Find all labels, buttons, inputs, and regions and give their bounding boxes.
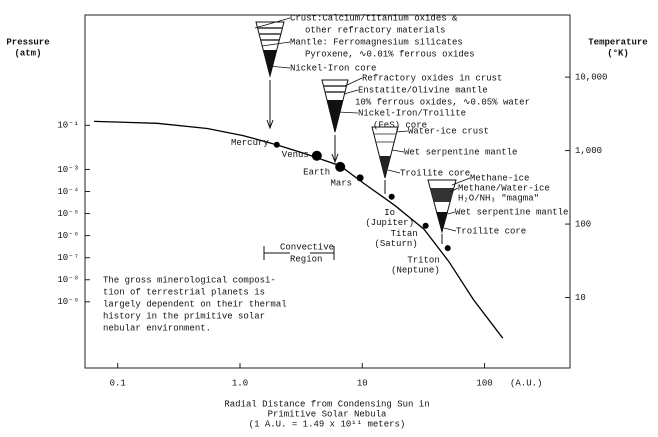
planet-point (273, 141, 280, 148)
annotation: largely dependent on their thermal (103, 299, 287, 309)
annotation: Mantle: Ferromagnesium silicates (290, 37, 463, 47)
planet-label: Titan (391, 229, 418, 239)
x-tick-label: 1.0 (232, 378, 248, 388)
y-axis-label: Pressure (6, 37, 49, 47)
y2-tick-label: 10 (575, 293, 586, 303)
planet-point (356, 174, 364, 182)
annotation: other refractory materials (305, 25, 445, 35)
annotation: history in the primitive solar (103, 311, 265, 321)
annotation: nebular environment. (103, 323, 211, 333)
annotation: Nickel-Iron core (290, 63, 376, 73)
x-tick-label: 100 (476, 378, 492, 388)
annotation: Troilite core (456, 226, 526, 236)
y2-tick-label: 100 (575, 219, 591, 229)
y2-tick-label: 10,000 (575, 72, 607, 82)
annotation: Refractory oxides in crust (362, 73, 502, 83)
planet-label: Mars (330, 178, 352, 188)
annotation: Methane/Water-ice (458, 183, 550, 193)
annotation: Region (290, 254, 322, 264)
annotation: Crust:Calcium/titanium oxides & (290, 13, 458, 23)
planet-point (335, 161, 346, 172)
planet-point (422, 222, 429, 229)
y2-axis-label: (°K) (607, 48, 629, 58)
annotation: Wet serpentine mantle (455, 207, 568, 217)
annotation: Methane-ice (470, 173, 529, 183)
planet-label: Venus (282, 150, 309, 160)
planet-point (311, 150, 322, 161)
planet-label: Triton (407, 256, 439, 266)
annotation: (FeS) core (373, 120, 427, 130)
annotation: The gross minerological composi- (103, 275, 276, 285)
annotation: Wet serpentine mantle (404, 147, 517, 157)
planet-point (444, 245, 451, 252)
planet-cross-sections (254, 17, 471, 260)
annotation: tion of terrestrial planets is (103, 287, 265, 297)
x-axis-label: Primitive Solar Nebula (268, 409, 387, 419)
planet-point (388, 193, 395, 200)
y-tick-label: 10⁻⁵ (57, 209, 79, 219)
annotation: Convective (280, 242, 334, 252)
x-unit: (A.U.) (510, 378, 542, 388)
x-axis-label: Radial Distance from Condensing Sun in (224, 399, 429, 409)
annotation: H₂O/NH₃ "magma" (458, 193, 539, 203)
y-tick-label: 10⁻⁶ (57, 231, 79, 241)
annotation: 10% ferrous oxides, ∿0.05% water (355, 97, 530, 107)
annotation: Troilite core (400, 168, 470, 178)
y2-tick-label: 1,000 (575, 146, 602, 156)
planet-label: (Saturn) (374, 239, 417, 249)
x-tick-label: 10 (357, 378, 368, 388)
annotation: Pyroxene, ∿0.01% ferrous oxides (305, 49, 475, 59)
y-tick-label: 10⁻⁸ (57, 275, 79, 285)
annotation: Water-ice crust (408, 126, 489, 136)
y-tick-label: 10⁻³ (57, 165, 79, 175)
y-tick-label: 10⁻⁴ (57, 186, 79, 197)
y2-axis-label: Temperature (588, 37, 647, 47)
y-tick-label: 10⁻¹ (57, 121, 79, 131)
planet-label: (Jupiter) (365, 218, 414, 228)
planet-label: (Neptune) (391, 266, 440, 276)
x-axis-label: (1 A.U. = 1.49 x 10¹¹ meters) (249, 419, 406, 429)
annotation: Enstatite/Olivine mantle (358, 85, 488, 95)
planet-label: Io (384, 208, 395, 218)
x-tick-label: 0.1 (110, 378, 126, 388)
y-tick-label: 10⁻⁷ (57, 253, 79, 263)
planet-label: Mercury (231, 138, 269, 148)
y-tick-label: 10⁻⁹ (57, 297, 79, 307)
planet-label: Earth (303, 167, 330, 177)
y-axis-label: (atm) (14, 48, 41, 58)
annotation: Nickel-Iron/Troilite (358, 108, 466, 118)
